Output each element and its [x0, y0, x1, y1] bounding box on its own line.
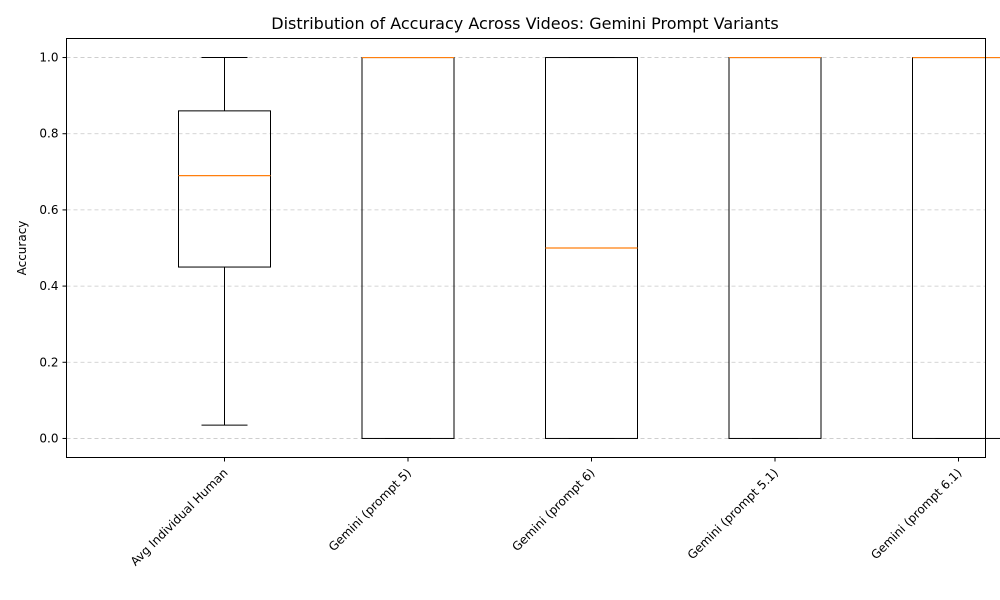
- iqr-box: [728, 57, 822, 439]
- y-axis-ticks: 0.0 0.2 0.4 0.6 0.8 1.0: [39, 51, 67, 445]
- boxes: [178, 56, 1000, 439]
- x-tick-label: Gemini (prompt 6): [509, 466, 597, 554]
- iqr-box: [912, 57, 1000, 439]
- box-group: [361, 56, 455, 439]
- y-tick-label: 0.0: [39, 431, 58, 445]
- x-tick-label: Gemini (prompt 5.1): [685, 466, 781, 562]
- y-tick-label: 0.8: [39, 127, 58, 141]
- box-group: [545, 57, 638, 439]
- chart-title: Distribution of Accuracy Across Videos: …: [271, 14, 778, 33]
- x-tick-label: Avg Individual Human: [128, 466, 231, 569]
- x-axis-ticks: Avg Individual Human Gemini (prompt 5) Gem…: [128, 457, 965, 569]
- box-group: [728, 56, 822, 439]
- y-tick-label: 0.2: [39, 355, 58, 369]
- y-tick-label: 1.0: [39, 51, 58, 65]
- box-group: [178, 57, 271, 426]
- grid-lines: [66, 57, 986, 439]
- x-tick-label: Gemini (prompt 6.1): [868, 466, 964, 562]
- iqr-box: [178, 110, 271, 268]
- iqr-box: [361, 57, 455, 439]
- y-tick-label: 0.4: [39, 279, 58, 293]
- y-axis-label: Accuracy: [15, 221, 29, 276]
- box-group: [912, 56, 1000, 439]
- x-tick-label: Gemini (prompt 5): [326, 466, 414, 554]
- plot-frame: [66, 38, 986, 458]
- y-tick-label: 0.6: [39, 203, 58, 217]
